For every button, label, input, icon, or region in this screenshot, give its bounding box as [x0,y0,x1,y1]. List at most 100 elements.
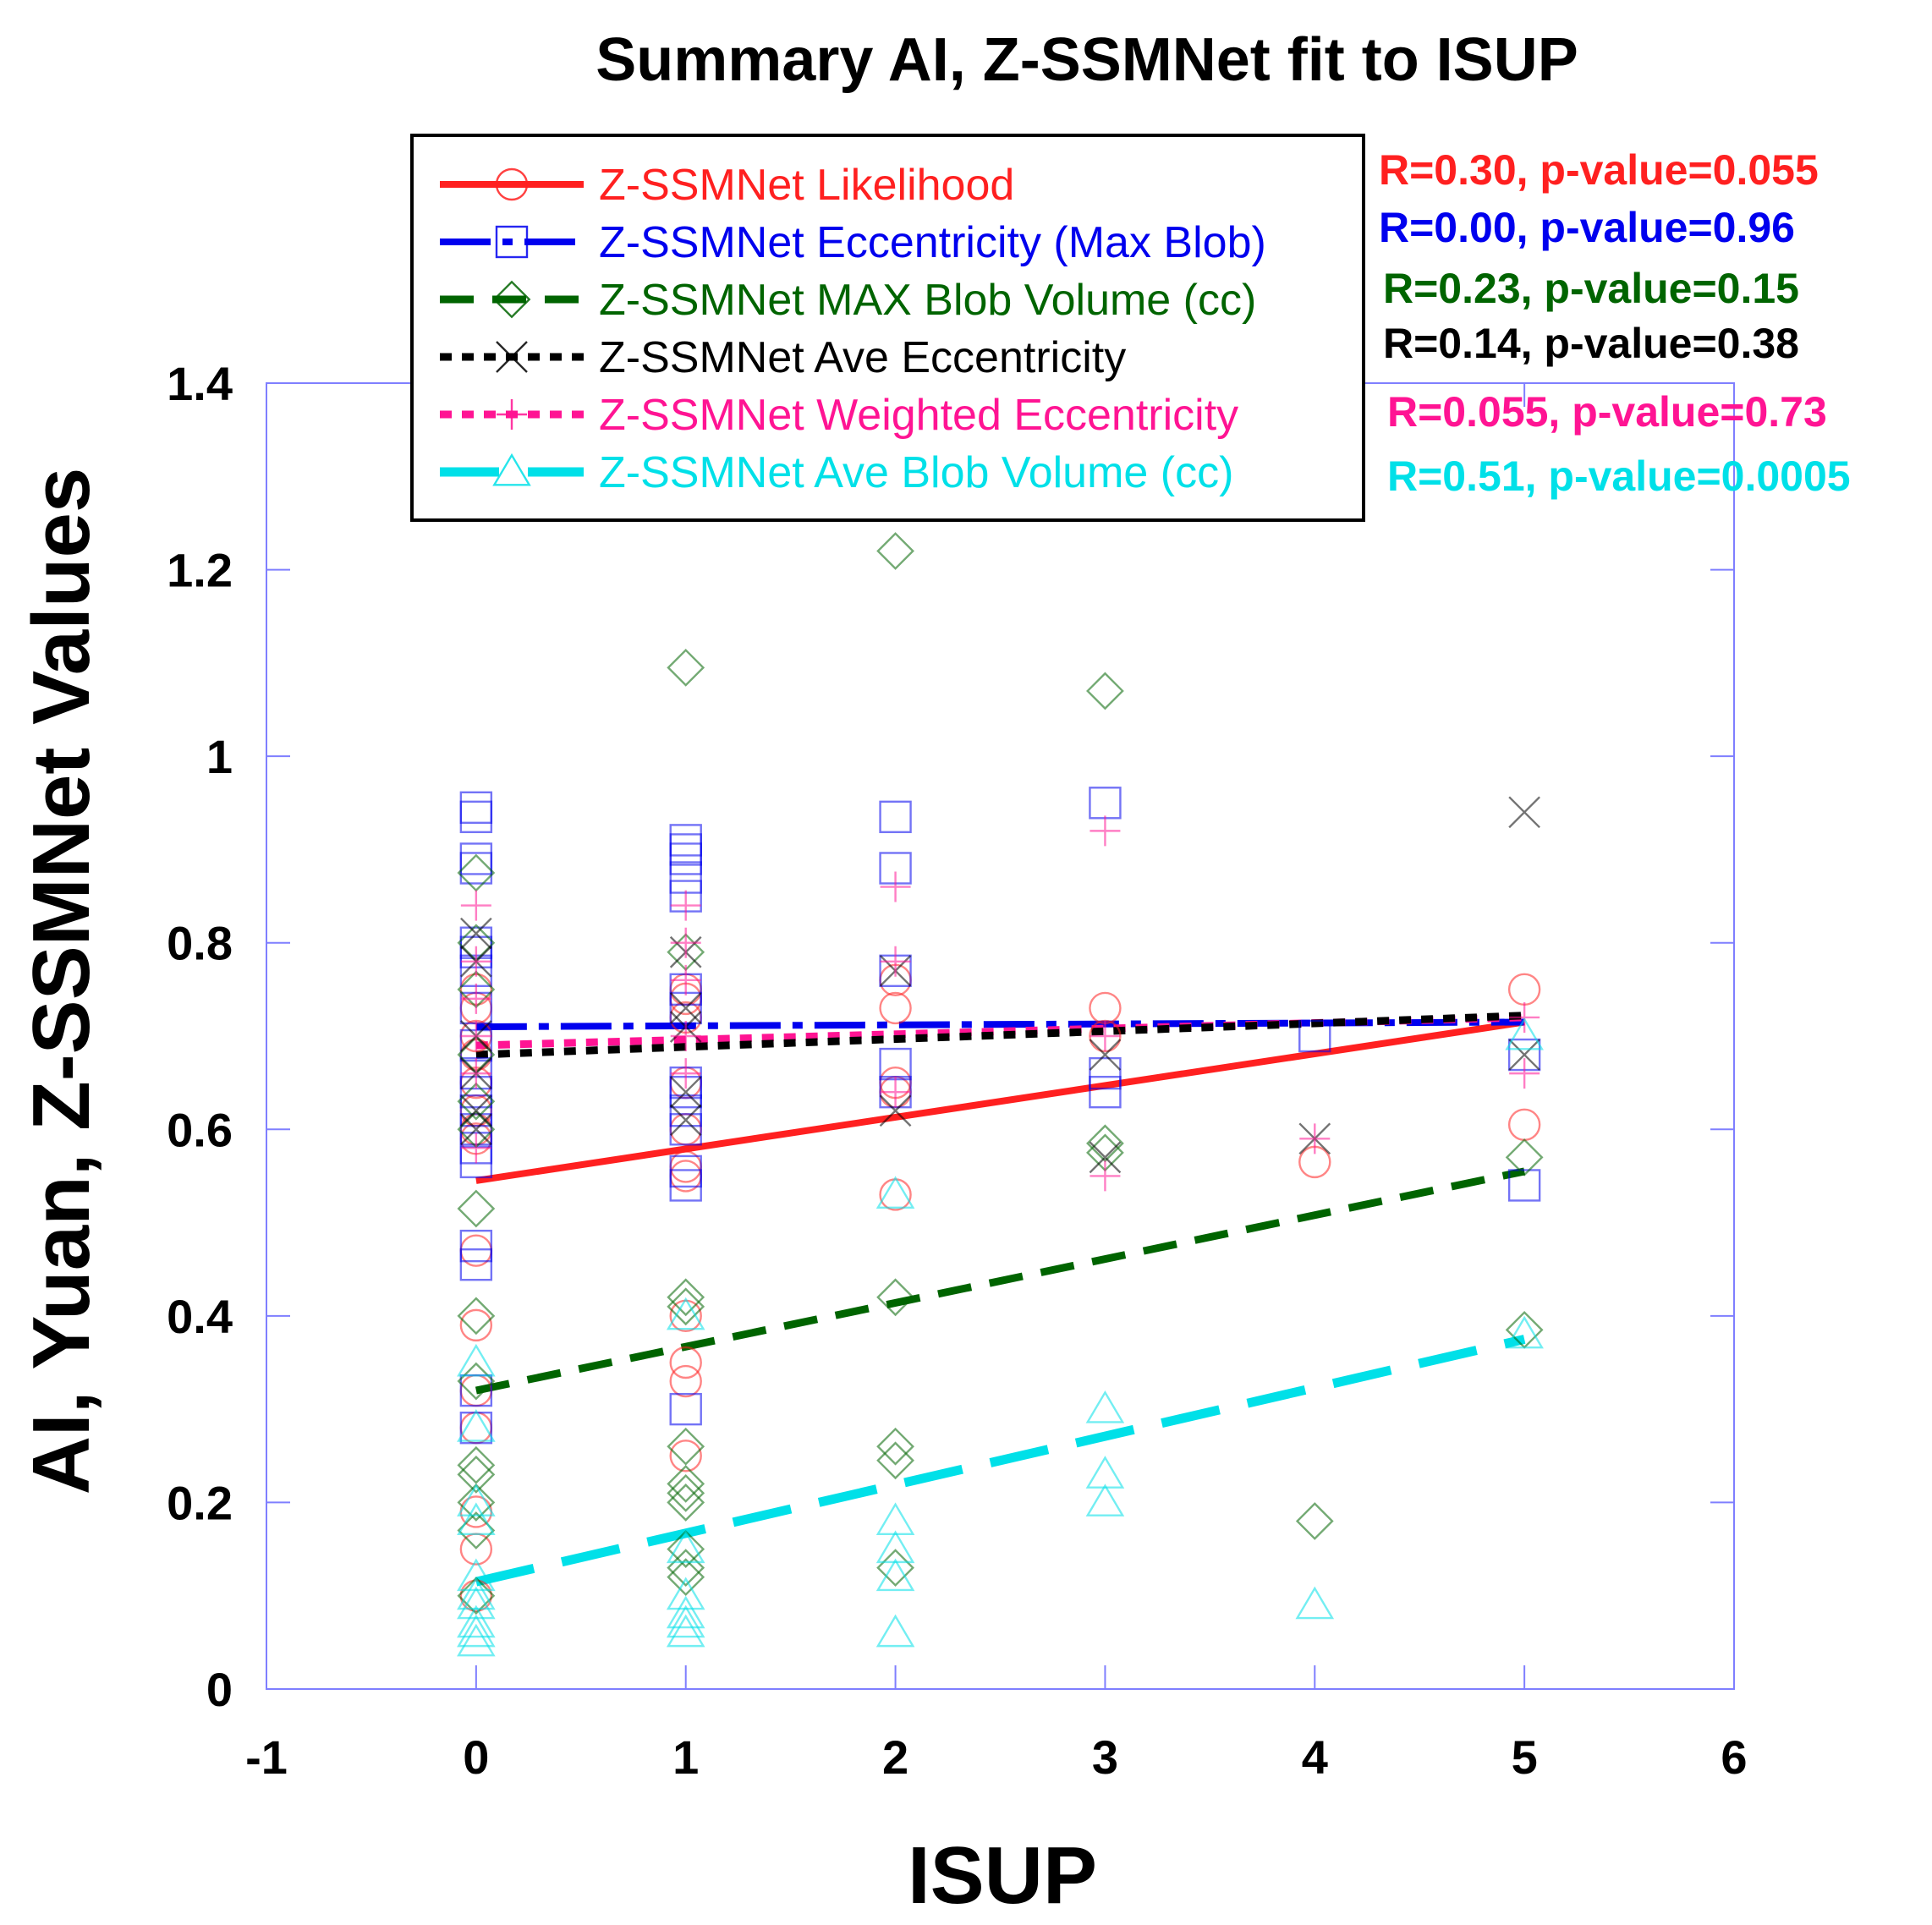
x-tick-label: 1 [672,1730,699,1784]
x-axis-label: ISUP [908,1830,1097,1921]
data-point-plus [670,964,701,995]
data-point-triangle [666,1530,705,1564]
data-point-diamond [876,532,914,570]
data-point-plus [880,871,911,902]
fit-statistics: R=0.30, p-value=0.055 R=0.00, p-value=0.9… [1379,146,1851,500]
data-point-x [669,1076,702,1109]
data-point-diamond [667,1287,705,1326]
data-point-plus [460,1058,491,1089]
data-point-diamond [457,1484,496,1522]
legend-label: Z-SSMNet MAX Blob Volume (cc) [599,276,1256,325]
data-point-circle [1089,991,1122,1025]
data-point-diamond [667,1427,705,1466]
data-point-plus [670,1021,701,1051]
data-point-diamond [457,1455,496,1494]
data-point-plus [460,983,491,1014]
data-point-plus [670,890,701,921]
data-point-square [459,800,493,834]
data-point-plus [1089,1021,1121,1051]
data-point-x [460,917,492,950]
data-point-square [669,861,702,894]
data-point-square [1089,1056,1122,1090]
x-tick-labels: -1 0 1 2 3 4 5 6 [245,1730,1747,1784]
legend-marker-square [495,225,529,259]
data-point-triangle [1505,1017,1544,1050]
legend-marker-plus [497,399,527,430]
data-point-plus [460,890,491,921]
fit-stat-label: R=0.00, p-value=0.96 [1379,204,1795,251]
data-point-triangle [666,1297,705,1330]
data-point-circle [669,1364,702,1398]
data-point-plus [460,1133,491,1164]
data-point-triangle [875,1502,915,1535]
data-point-triangle [666,1595,705,1629]
data-point-x [460,1094,492,1127]
data-point-x [1089,1039,1122,1071]
legend-label: Z-SSMNet Weighted Eccentricity [599,391,1238,440]
data-point-triangle [666,1604,705,1638]
data-point-square [669,1094,702,1127]
data-point-circle [459,1308,493,1342]
fit-stat-label: R=0.30, p-value=0.055 [1379,146,1819,194]
y-tick-label: 0 [206,1663,233,1716]
data-point-circle [879,991,912,1025]
data-point-diamond [1086,672,1124,710]
legend-marker-diamond [492,280,531,319]
legend-marker-x [496,341,528,373]
data-point-diamond [876,1441,914,1480]
fit-stat-label: R=0.51, p-value=0.0005 [1387,452,1851,500]
data-point-diamond [1505,1138,1544,1176]
data-point-square [669,1392,702,1426]
legend: Z-SSMNet Likelihood Z-SSMNet Eccentricity… [410,134,1365,522]
data-point-square [669,1113,702,1146]
data-point-triangle [457,1484,496,1516]
fit-stat-label: R=0.055, p-value=0.73 [1387,388,1827,436]
y-axis-label: AI, Yuan, Z-SSMNet Values [16,468,107,1495]
data-point-triangle [875,1558,915,1592]
data-point-plus [670,1058,701,1089]
x-tick-label: 6 [1721,1730,1747,1784]
data-point-triangle [1085,1484,1125,1516]
data-point-diamond [1295,1502,1334,1540]
legend-marker-circle [495,167,529,201]
data-point-plus [1509,1058,1540,1089]
data-point-triangle [457,1614,496,1648]
data-point-square [1507,1169,1541,1202]
data-point-x [1089,1141,1122,1174]
data-point-diamond [457,1297,496,1335]
data-point-plus [1089,1160,1121,1192]
data-point-diamond [667,1278,705,1317]
data-point-diamond [667,648,705,687]
data-point-plus [670,927,701,958]
data-point-triangle [457,1502,496,1535]
data-point-circle [1507,973,1541,1006]
data-point-x [1508,796,1540,829]
data-point-triangle [457,1409,496,1442]
fit-line [475,1335,1526,1587]
data-point-diamond [457,1445,496,1484]
data-point-diamond [667,1558,705,1597]
y-tick-label: 0.8 [167,917,233,970]
data-point-x [1508,1039,1540,1071]
data-point-square [669,833,702,866]
data-point-square [879,1047,912,1081]
data-point-triangle [875,1530,915,1564]
fit-stat-label: R=0.14, p-value=0.38 [1383,320,1799,367]
y-tick-label: 1.4 [167,357,233,410]
data-point-triangle [457,1604,496,1638]
legend-label: Z-SSMNet Ave Eccentricity [599,333,1126,382]
data-point-circle [669,1346,702,1379]
data-point-x [669,1104,702,1137]
data-point-plus [1299,1123,1331,1154]
data-point-square [879,800,912,834]
x-tick-label: 0 [463,1730,489,1784]
x-tick-label: 3 [1092,1730,1118,1784]
data-point-square [1298,1019,1331,1053]
data-point-triangle [1085,1456,1125,1489]
chart-title: Summary AI, Z-SSMNet fit to ISUP [596,26,1578,94]
data-point-square [669,842,702,875]
legend-marker-triangle [492,452,531,486]
data-point-triangle [666,1614,705,1648]
y-tick-labels: 0 0.2 0.4 0.6 0.8 1 1.2 1.4 [167,357,233,1716]
